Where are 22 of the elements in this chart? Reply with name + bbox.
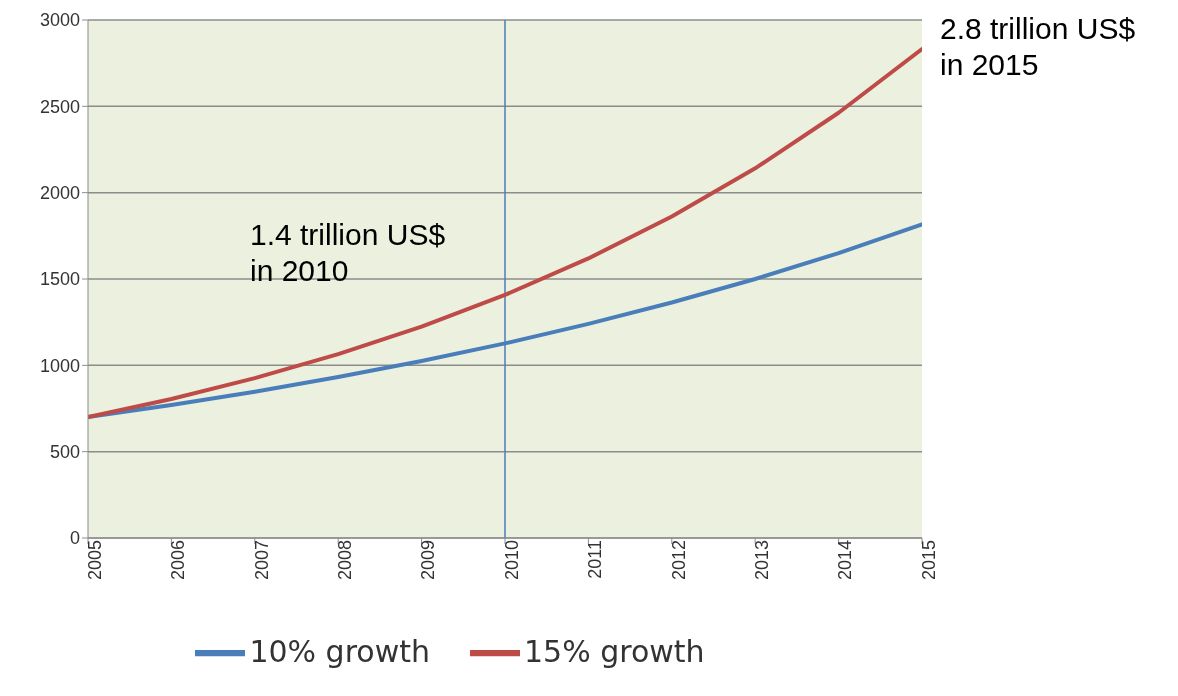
annotation: 2.8 trillion US$ in 2015: [940, 12, 1136, 82]
y-tick-label: 0: [69, 528, 80, 549]
y-tick-label: 1500: [39, 269, 80, 290]
y-tick-label: 3000: [39, 10, 80, 31]
x-tick-label: 2010: [501, 540, 522, 581]
x-tick-label: 2014: [835, 540, 856, 581]
x-tick-label: 2011: [585, 540, 606, 579]
x-tick-label: 2013: [751, 540, 772, 581]
annotation: 1.4 trillion US$ in 2010: [250, 217, 446, 287]
legend-label: 15% growth: [524, 633, 705, 669]
x-tick-label: 2015: [918, 540, 939, 581]
x-tick-label: 2009: [418, 540, 439, 581]
x-tick-label: 2006: [168, 540, 189, 581]
x-tick-label: 2007: [251, 540, 272, 581]
x-tick-label: 2008: [334, 540, 355, 581]
x-tick-label: 2012: [668, 540, 689, 581]
y-tick-label: 2000: [39, 183, 80, 204]
x-tick-label: 2005: [84, 540, 105, 581]
y-tick-label: 500: [49, 442, 80, 463]
legend-label: 10% growth: [249, 633, 430, 669]
y-tick-label: 2500: [39, 96, 80, 117]
y-tick-label: 1000: [39, 355, 80, 376]
